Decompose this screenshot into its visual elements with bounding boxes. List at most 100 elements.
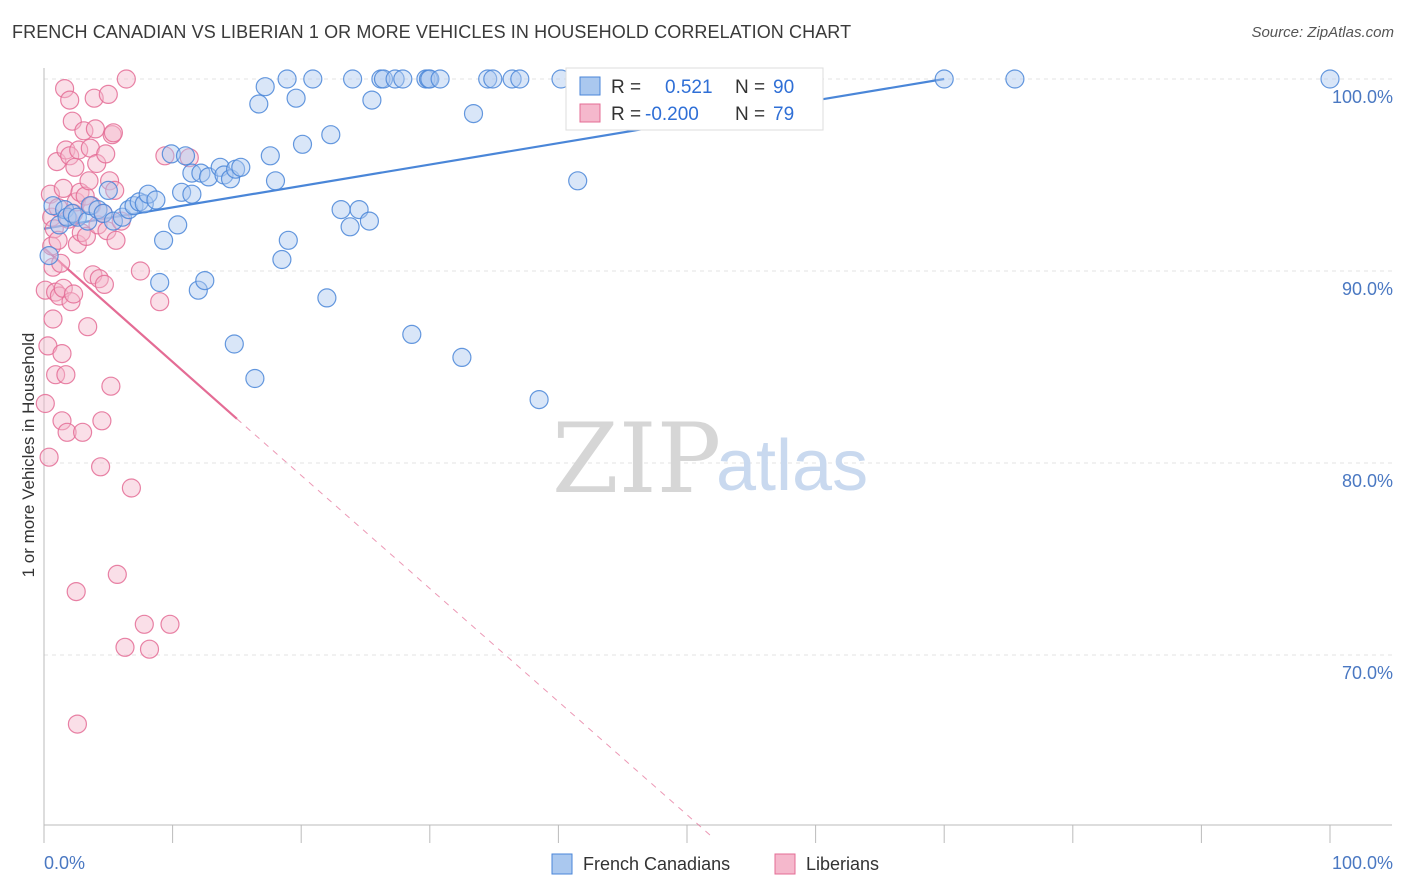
series-legend: French Canadians Liberians [551,853,879,875]
liberian-point-66 [106,230,126,250]
french-canadian-point-30 [195,271,215,291]
liberian-point-73 [134,614,154,634]
french-canadian-point-0 [39,246,59,266]
liberian-point-67 [107,564,127,585]
french-canadian-point-35 [224,334,244,354]
french-canadian-point-39 [249,94,269,114]
liberian-point-58 [96,144,116,164]
stats-legend-frame [565,67,824,131]
french-canadian-point-9 [88,200,108,220]
french-canadian-point-6 [67,207,88,227]
liberian-point-61 [99,171,120,191]
french-canadian-point-64 [420,69,440,89]
french-canadian-point-1 [43,196,63,216]
french-canadian-point-18 [138,184,158,204]
french-canadian-point-40 [255,77,275,97]
french-canadian-point-44 [277,69,297,89]
french-canadian-point-67 [463,103,484,124]
french-canadian-point-56 [362,90,382,110]
data-points [35,69,1340,734]
liberian-point-74 [139,639,160,659]
bottom-legend-swatch-liberians [774,853,796,875]
chart-source: Source: ZipAtlas.com [1251,24,1394,41]
bottom-legend-swatch-french-canadians [551,853,573,875]
french-canadian-point-42 [265,171,286,191]
liberian-point-23 [56,365,76,385]
french-canadian-point-72 [529,390,549,410]
french-canadian-point-60 [393,69,413,89]
liberian-point-21 [54,78,75,99]
liberian-point-36 [67,714,88,734]
liberian-point-16 [51,253,71,273]
french-canadian-point-41 [260,146,280,166]
french-canadian-point-10 [93,203,113,223]
legend-swatch-french-canadians [579,76,601,96]
french-canadian-point-51 [331,200,351,220]
french-canadian-point-2 [49,215,70,235]
liberian-point-53 [89,269,109,289]
liberian-point-34 [66,581,86,602]
legend-swatch-liberians [579,103,601,123]
liberian-point-54 [90,457,111,477]
french-canadian-point-25 [175,146,196,166]
french-canadian-point-87 [934,69,954,89]
bottom-legend-label-liberians: Liberians [806,854,879,874]
liberian-point-18 [52,411,72,431]
legend-r-value-2: -0.200 [645,104,699,125]
liberian-point-69 [115,637,135,657]
liberian-point-42 [75,186,95,206]
liberian-point-39 [71,223,91,243]
french-canadian-point-43 [272,249,292,270]
liberian-point-44 [78,317,98,337]
y-tick-label-3: 100.0% [1332,87,1393,107]
liberian-point-14 [48,230,68,250]
french-canadian-point-70 [502,69,522,89]
french-canadian-point-65 [430,69,450,89]
french-canadian-point-69 [483,69,503,89]
french-canadian-point-88 [1005,69,1025,89]
french-canadian-point-55 [359,211,379,231]
french-canadian-point-50 [321,125,341,145]
liberian-point-65 [105,180,125,200]
liberian-point-72 [130,261,150,281]
liberian-point-8 [43,309,63,329]
chart-title: FRENCH CANADIAN VS LIBERIAN 1 OR MORE VE… [12,22,852,42]
liberian-point-57 [94,274,115,294]
french-canadian-point-52 [340,217,360,237]
liberian-point-77 [160,614,180,634]
french-canadian-point-61 [402,324,422,344]
liberian-point-31 [63,284,84,304]
liberian-point-60 [98,84,118,105]
watermark-zip: ZIP [552,403,721,515]
liberian-trend-extension [236,418,714,838]
liberian-point-55 [92,411,112,431]
liberian-point-32 [65,157,85,177]
french-canadian-point-58 [373,69,394,89]
x-tick-label-1: 100.0% [1332,853,1393,873]
french-canadian-point-66 [452,347,472,367]
legend-n-value-2: 79 [773,104,794,125]
french-canadian-point-49 [317,288,337,308]
french-canadian-point-47 [292,134,313,154]
liberian-point-43 [76,226,97,246]
liberian-point-24 [57,422,77,442]
liberian-point-50 [85,119,106,139]
liberian-point-3 [39,447,59,467]
axes [43,68,1392,843]
liberian-point-26 [60,90,80,110]
french-canadian-point-13 [112,207,133,227]
french-canadian-point-48 [303,69,323,89]
x-tick-label-0: 0.0% [44,853,85,873]
liberian-point-75 [150,292,170,312]
y-tick-label-0: 70.0% [1342,663,1393,683]
french-canadian-point-59 [385,69,405,89]
french-canadian-point-22 [161,144,181,164]
french-canadian-point-37 [231,157,251,177]
liberian-point-49 [84,88,104,108]
liberian-point-19 [53,178,73,198]
liberian-point-71 [121,478,141,498]
legend-r-label-2: R = [611,104,641,125]
french-canadian-point-71 [510,69,530,89]
french-canadian-point-11 [98,180,118,200]
